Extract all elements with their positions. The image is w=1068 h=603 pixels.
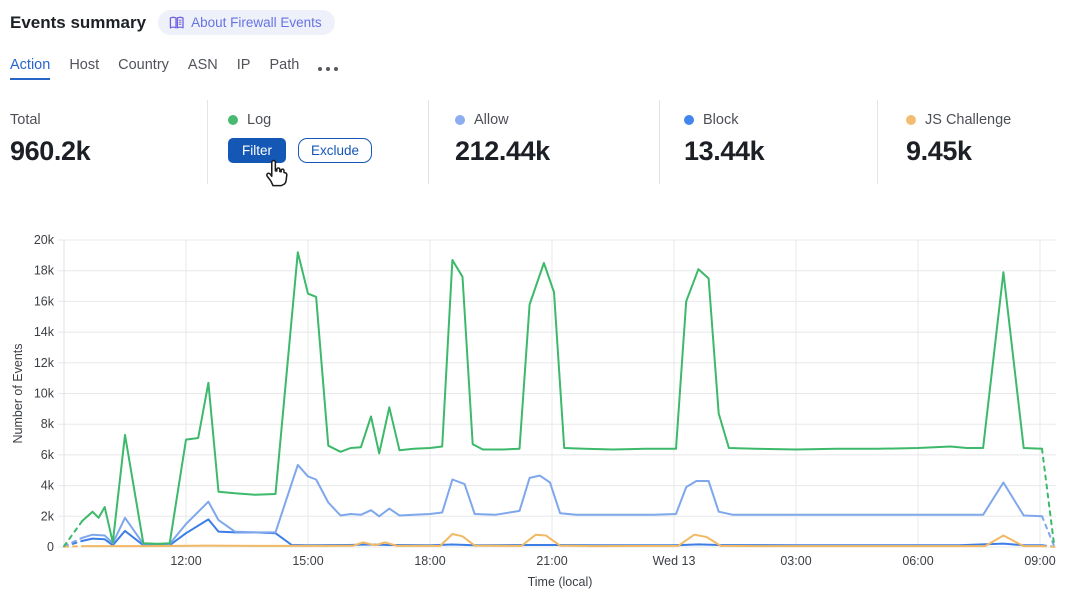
tabs-ellipsis-button[interactable]	[318, 67, 339, 80]
svg-text:Time (local): Time (local)	[528, 575, 593, 589]
svg-text:06:00: 06:00	[902, 554, 933, 568]
stat-js-challenge-label: JS Challenge	[925, 112, 1012, 128]
log-series-dot	[228, 115, 238, 125]
page-title: Events summary	[10, 12, 147, 32]
stat-total-value: 960.2k	[10, 136, 91, 166]
svg-text:09:00: 09:00	[1024, 554, 1055, 568]
svg-text:16k: 16k	[34, 294, 55, 308]
svg-text:18k: 18k	[34, 264, 55, 278]
book-icon	[169, 16, 184, 30]
stat-log-label: Log	[247, 112, 272, 128]
about-badge-label: About Firewall Events	[191, 15, 322, 30]
stat-card-js-challenge[interactable]: JS Challenge 9.45k	[877, 100, 1068, 184]
stat-allow-label: Allow	[474, 112, 509, 128]
svg-text:4k: 4k	[41, 479, 55, 493]
svg-text:6k: 6k	[41, 448, 55, 462]
tab-path[interactable]: Path	[269, 57, 300, 73]
svg-text:12k: 12k	[34, 356, 55, 370]
svg-text:14k: 14k	[34, 325, 55, 339]
svg-text:03:00: 03:00	[780, 554, 811, 568]
dimension-tabs: Action Host Country ASN IP Path	[10, 57, 339, 80]
tab-country[interactable]: Country	[118, 57, 169, 73]
tab-action[interactable]: Action	[10, 57, 51, 80]
svg-text:12:00: 12:00	[170, 554, 201, 568]
tab-asn[interactable]: ASN	[187, 57, 218, 73]
page-header: Events summary About Firewall Events	[10, 10, 335, 35]
stat-card-log[interactable]: Log Filter Exclude	[207, 100, 428, 184]
svg-text:Wed 13: Wed 13	[653, 554, 696, 568]
svg-text:18:00: 18:00	[414, 554, 445, 568]
tab-ip[interactable]: IP	[236, 57, 251, 73]
about-firewall-events-badge[interactable]: About Firewall Events	[158, 10, 335, 35]
chart-svg: 0 2k 4k 6k 8k 10k 12k 14k 16k 18k 20k 12:00 15:00 18:…	[11, 233, 1056, 589]
svg-text:8k: 8k	[41, 417, 55, 431]
allow-series-dot	[455, 115, 465, 125]
svg-text:2k: 2k	[41, 509, 55, 523]
stat-total-label: Total	[10, 112, 41, 128]
svg-text:21:00: 21:00	[536, 554, 567, 568]
js-challenge-series-dot	[906, 115, 916, 125]
stat-allow-value: 212.44k	[455, 136, 550, 166]
stat-card-total: Total 960.2k	[0, 100, 207, 184]
svg-text:20k: 20k	[34, 233, 55, 247]
stat-js-challenge-value: 9.45k	[906, 136, 972, 166]
tab-host[interactable]: Host	[69, 57, 100, 73]
events-time-series-chart[interactable]: 0 2k 4k 6k 8k 10k 12k 14k 16k 18k 20k 12:00 15:00 18:…	[0, 225, 1068, 598]
stat-block-value: 13.44k	[684, 136, 765, 166]
stats-row: Total 960.2k Log Filter Exclude Allow 21…	[0, 100, 1068, 184]
stat-block-label: Block	[703, 112, 739, 128]
filter-button[interactable]: Filter	[228, 138, 286, 163]
svg-text:15:00: 15:00	[292, 554, 323, 568]
exclude-button[interactable]: Exclude	[298, 138, 373, 163]
stat-card-block[interactable]: Block 13.44k	[659, 100, 877, 184]
block-series-dot	[684, 115, 694, 125]
stat-card-allow[interactable]: Allow 212.44k	[428, 100, 659, 184]
svg-text:0: 0	[47, 540, 54, 554]
svg-text:10k: 10k	[34, 387, 55, 401]
svg-text:Number of Events: Number of Events	[11, 343, 25, 443]
